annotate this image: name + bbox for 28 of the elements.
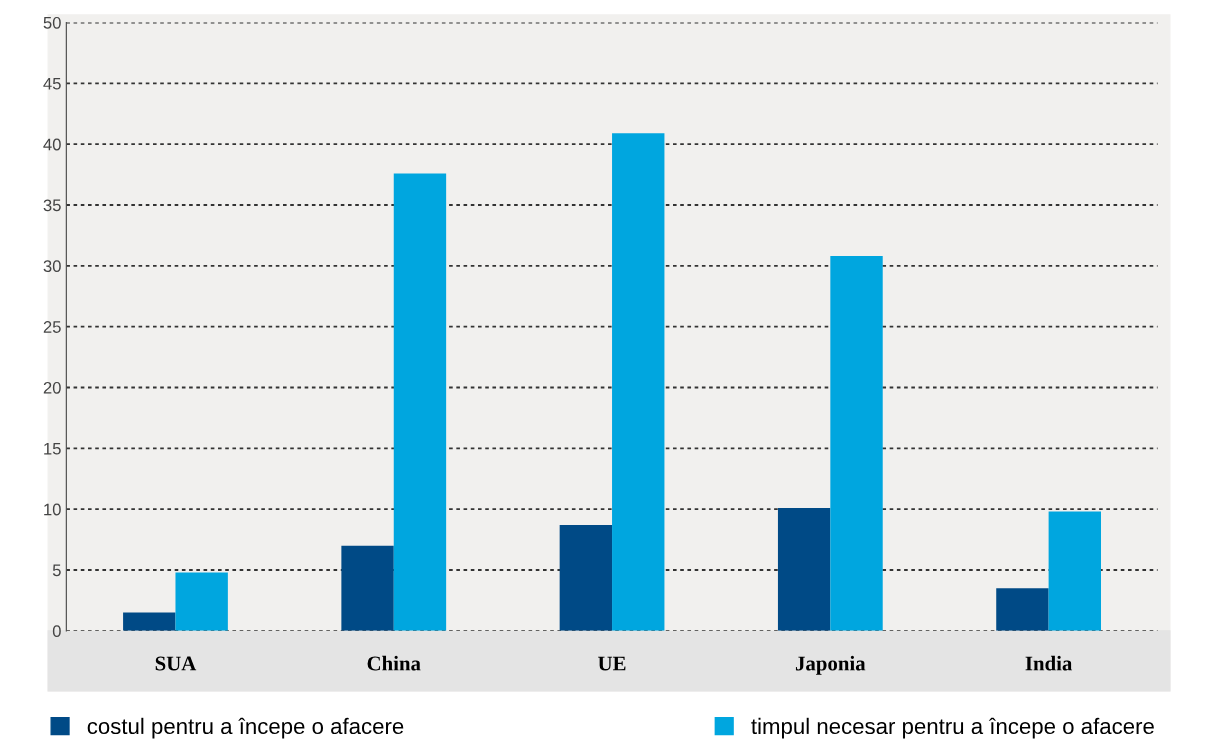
- y-tick-label: 15: [44, 442, 61, 455]
- y-tick-label: 20: [43, 381, 61, 394]
- y-tick-label: 35: [43, 199, 61, 212]
- y-tick-label: 25: [43, 321, 61, 333]
- y-tick-label: 40: [43, 138, 61, 151]
- bar: [777, 507, 831, 631]
- bar: [175, 572, 228, 631]
- x-tick-label: UE: [598, 656, 626, 671]
- y-tick-label: 5: [52, 564, 61, 577]
- legend-label: timpul necesar pentru a începe o afacere: [751, 717, 1154, 739]
- bar: [996, 588, 1049, 631]
- y-tick-label: 50: [43, 16, 61, 29]
- y-tick-label: 0: [52, 625, 61, 638]
- bar: [393, 173, 447, 631]
- bar: [123, 612, 176, 631]
- x-tick-label: SUA: [155, 656, 197, 671]
- legend-label: costul pentru a începe o afacere: [87, 717, 404, 739]
- x-tick-label: India: [1025, 655, 1073, 671]
- x-tick-label: China: [367, 655, 421, 671]
- y-tick-label: 30: [43, 260, 61, 273]
- bar: [341, 545, 394, 631]
- bar: [830, 256, 883, 631]
- bar: [559, 524, 613, 631]
- x-tick-label: Japonia: [795, 655, 866, 675]
- bar: [1048, 511, 1102, 631]
- y-tick-label: 45: [43, 77, 61, 90]
- y-tick-label: 10: [44, 503, 61, 516]
- bar: [612, 133, 665, 631]
